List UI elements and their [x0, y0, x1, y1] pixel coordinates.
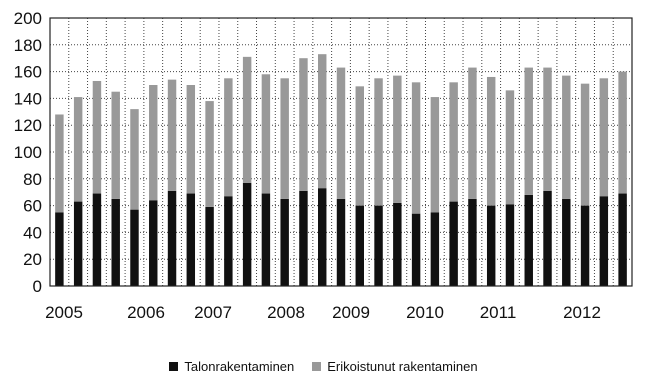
bar-erikoistunut [336, 67, 346, 199]
y-tick-label: 20 [23, 250, 42, 269]
bar-erikoistunut [55, 114, 64, 213]
bar-talonrakentaminen [411, 213, 421, 286]
legend-label-erikoistunut: Erikoistunut rakentaminen [327, 358, 478, 374]
bar-talonrakentaminen [261, 193, 271, 286]
bar-talonrakentaminen [468, 198, 477, 286]
bar-erikoistunut [280, 78, 289, 199]
bar-erikoistunut [524, 67, 533, 195]
bar-erikoistunut [599, 78, 609, 197]
bar-erikoistunut [261, 74, 271, 194]
bar-talonrakentaminen [355, 205, 364, 286]
legend-swatch-erikoistunut [312, 361, 322, 371]
bar-talonrakentaminen [599, 196, 609, 286]
bar-erikoistunut [411, 82, 421, 214]
bar-erikoistunut [486, 76, 496, 206]
x-tick-labels: 2005 2006 2007 2008 2009 2010 2011 2012 [45, 303, 601, 322]
y-tick-label: 40 [23, 223, 42, 242]
bar-talonrakentaminen [186, 193, 196, 286]
bar-talonrakentaminen [543, 190, 552, 286]
legend-item-erikoistunut: Erikoistunut rakentaminen [312, 358, 478, 374]
x-tick-label: 2009 [332, 303, 370, 322]
y-tick-label: 180 [14, 36, 42, 55]
legend-swatch-talonrakentaminen [169, 361, 179, 371]
bar-erikoistunut [224, 78, 233, 197]
y-tick-label: 200 [14, 9, 42, 28]
bar-talonrakentaminen [130, 209, 139, 286]
bar-talonrakentaminen [242, 182, 252, 286]
bar-talonrakentaminen [73, 201, 83, 286]
x-tick-label: 2007 [194, 303, 232, 322]
bar-erikoistunut [92, 80, 102, 194]
bar-erikoistunut [393, 75, 402, 203]
y-tick-label: 140 [14, 89, 42, 108]
bar-talonrakentaminen [618, 193, 627, 286]
bar-layer [55, 54, 627, 286]
bar-erikoistunut [505, 90, 515, 205]
bar-erikoistunut [580, 83, 590, 206]
y-tick-label: 120 [14, 116, 42, 135]
bar-erikoistunut [73, 97, 83, 202]
x-tick-label: 2008 [267, 303, 305, 322]
bar-erikoistunut [299, 58, 308, 191]
bar-erikoistunut [318, 54, 327, 189]
bar-talonrakentaminen [299, 190, 308, 286]
bar-talonrakentaminen [562, 198, 571, 286]
x-tick-label: 2005 [45, 303, 83, 322]
legend-item-talonrakentaminen: Talonrakentaminen [169, 359, 294, 374]
bar-erikoistunut [242, 56, 252, 183]
bar-erikoistunut [355, 86, 364, 206]
bar-erikoistunut [205, 101, 214, 207]
bar-talonrakentaminen [336, 198, 346, 286]
bar-talonrakentaminen [393, 202, 402, 286]
legend: Talonrakentaminen Erikoistunut rakentami… [0, 356, 647, 376]
bar-erikoistunut [618, 71, 627, 194]
y-tick-label: 0 [33, 277, 42, 296]
x-tick-label: 2010 [406, 303, 444, 322]
bar-erikoistunut [130, 109, 139, 210]
bar-erikoistunut [167, 79, 177, 191]
y-tick-label: 100 [14, 143, 42, 162]
bar-talonrakentaminen [430, 212, 440, 286]
y-tick-label: 80 [23, 170, 42, 189]
bar-erikoistunut [186, 85, 196, 194]
bar-erikoistunut [449, 82, 458, 202]
bar-talonrakentaminen [580, 205, 590, 286]
x-tick-label: 2011 [480, 303, 517, 322]
bar-talonrakentaminen [374, 205, 383, 286]
bar-talonrakentaminen [167, 190, 177, 286]
x-tick-label: 2012 [563, 303, 601, 322]
bar-erikoistunut [468, 67, 477, 199]
bar-talonrakentaminen [449, 201, 458, 286]
bar-talonrakentaminen [486, 205, 496, 286]
x-tick-label: 2006 [127, 303, 165, 322]
bar-talonrakentaminen [280, 198, 289, 286]
y-tick-labels: 0 20 40 60 80 100 120 140 160 180 200 [14, 9, 42, 296]
bar-erikoistunut [543, 67, 552, 191]
plot-frame [49, 17, 633, 287]
bar-talonrakentaminen [149, 200, 158, 286]
bar-erikoistunut [111, 91, 120, 199]
bar-erikoistunut [374, 78, 383, 206]
bar-erikoistunut [430, 97, 440, 213]
bar-talonrakentaminen [224, 196, 233, 286]
bar-talonrakentaminen [55, 212, 64, 286]
bar-talonrakentaminen [111, 198, 120, 286]
bar-talonrakentaminen [92, 193, 102, 286]
bar-talonrakentaminen [505, 204, 515, 286]
bar-erikoistunut [562, 75, 571, 199]
bar-erikoistunut [149, 85, 158, 201]
bar-talonrakentaminen [524, 194, 533, 286]
legend-label-talonrakentaminen: Talonrakentaminen [184, 358, 295, 374]
y-tick-label: 60 [23, 197, 42, 216]
bar-talonrakentaminen [318, 188, 327, 286]
chart: 0 20 40 60 80 100 120 140 160 180 200 2005 2006 2007… [14, 9, 633, 322]
bar-talonrakentaminen [205, 206, 214, 286]
y-tick-label: 160 [14, 63, 42, 82]
